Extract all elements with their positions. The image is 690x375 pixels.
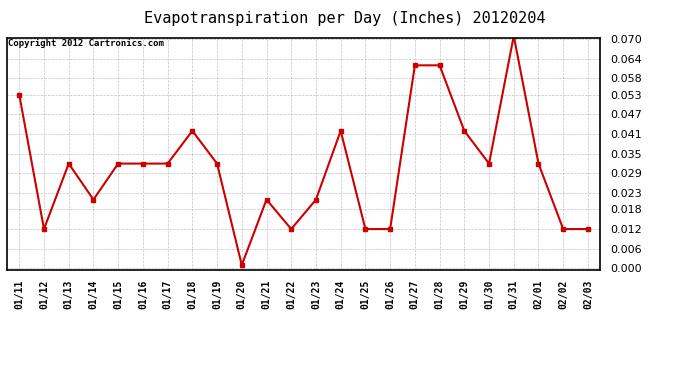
Text: Copyright 2012 Cartronics.com: Copyright 2012 Cartronics.com [8, 39, 164, 48]
Text: Evapotranspiration per Day (Inches) 20120204: Evapotranspiration per Day (Inches) 2012… [144, 11, 546, 26]
